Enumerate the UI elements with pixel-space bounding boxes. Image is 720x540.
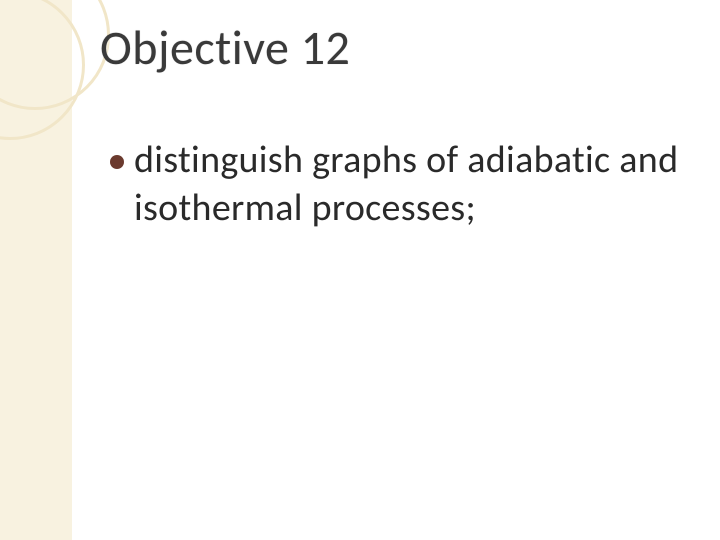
bullet-text: distinguish graphs of adiabatic and isot… (134, 137, 680, 232)
slide-title: Objective 12 (100, 18, 680, 77)
bullet-item: distinguish graphs of adiabatic and isot… (100, 137, 680, 232)
bullet-dot-icon (110, 155, 124, 169)
slide-content: Objective 12 distinguish graphs of adiab… (0, 0, 720, 232)
